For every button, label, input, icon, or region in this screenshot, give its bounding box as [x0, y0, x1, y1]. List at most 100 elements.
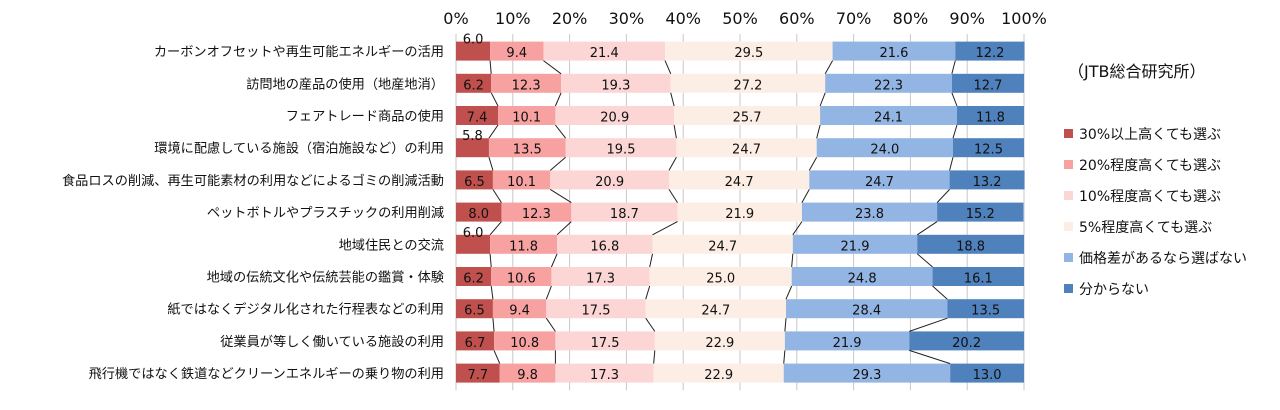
bar-segment [456, 331, 495, 351]
bar-segment [456, 73, 492, 93]
data-label: 27.2 [733, 78, 762, 93]
bar-segment [488, 138, 566, 158]
bar-segment [669, 170, 810, 190]
series-connector-line [545, 285, 552, 300]
data-label: 8.0 [468, 207, 489, 222]
legend-label: 分からない [1079, 281, 1149, 298]
data-label: 20.9 [600, 111, 629, 126]
series-connector-line [819, 92, 826, 107]
series-connector-line [653, 350, 656, 364]
category-label: カーボンオフセットや再生可能エネルギーの活用 [154, 44, 444, 60]
category-label: 飛行機ではなく鉄道などクリーンエネルギーの乗り物の利用 [89, 366, 444, 382]
x-tick-label: 90% [949, 9, 985, 28]
data-label: 13.2 [973, 175, 1002, 190]
data-label: 17.5 [591, 336, 620, 351]
series-connector-line [489, 221, 502, 236]
legend-swatch [1064, 222, 1073, 231]
data-label: 6.0 [463, 33, 484, 48]
series-connector-line [550, 253, 558, 268]
data-label: 24.7 [708, 239, 737, 254]
bar-segment [809, 170, 950, 190]
bar-segment [491, 267, 552, 286]
bar-segment [825, 73, 952, 93]
series-connector-line [909, 349, 951, 365]
data-label: 11.8 [976, 111, 1005, 126]
data-label: 16.1 [964, 272, 993, 287]
data-label: 15.2 [966, 207, 995, 222]
data-label: 9.4 [506, 46, 527, 61]
data-label: 19.5 [607, 143, 636, 158]
series-connector-line [488, 124, 499, 139]
data-label: 6.5 [464, 304, 485, 319]
data-label: 6.7 [465, 336, 486, 351]
bar-segment [951, 73, 1024, 93]
data-label: 22.9 [704, 368, 733, 383]
bar-segment [492, 170, 551, 190]
category-label: 食品ロスの削減、再生可能素材の利用などによるゴミの削減活動 [62, 172, 444, 189]
legend-item: 分からない [1064, 273, 1247, 304]
category-label: 地域住民との交流 [339, 236, 444, 253]
series-connector-line [784, 318, 787, 332]
x-tick-label: 60% [779, 9, 815, 28]
bar-segment [456, 299, 493, 319]
data-label: 11.8 [509, 239, 538, 254]
data-label: 21.9 [725, 207, 754, 222]
series-connector-line [792, 221, 803, 236]
bar-segment [786, 299, 948, 319]
data-label: 24.7 [725, 175, 754, 190]
data-label: 12.5 [974, 143, 1003, 158]
category-label: 紙ではなくデジタル化された行程表などの利用 [167, 301, 444, 318]
series-connector-line [916, 221, 938, 236]
bar-segment [456, 41, 491, 61]
x-tick-label: 30% [609, 9, 645, 28]
series-connector-line [668, 156, 677, 171]
category-label: フェアトレード商品の使用 [286, 108, 444, 125]
bar-segment [491, 73, 562, 93]
source-note: （JTB総合研究所） [1068, 62, 1206, 81]
series-connector-line [951, 92, 958, 107]
legend-swatch [1064, 253, 1073, 262]
category-label: 訪問地の産品の使用（地産地消） [246, 75, 444, 92]
series-connector-line [783, 350, 786, 364]
data-label: 10.8 [510, 336, 539, 351]
bar-segment [820, 106, 957, 125]
bar-segment [498, 106, 556, 125]
bar-segment [555, 363, 654, 383]
series-connector-line [489, 60, 492, 74]
series-connector-line [645, 317, 656, 332]
x-tick-label: 70% [836, 9, 872, 28]
bar-segment [674, 106, 821, 125]
data-label: 18.7 [610, 207, 639, 222]
legend-item: 20%程度高くても選ぶ [1064, 149, 1247, 180]
series-connector-line [673, 124, 677, 139]
data-label: 24.1 [874, 111, 903, 126]
bar-segment [561, 73, 671, 93]
series-connector-line [556, 221, 572, 236]
series-connector-line [489, 253, 492, 268]
data-label: 5.8 [462, 129, 483, 144]
data-label: 17.3 [586, 272, 615, 287]
bar-segment [546, 299, 646, 319]
data-label: 6.0 [463, 226, 484, 241]
bar-segment [909, 331, 1024, 351]
bar-segment [676, 138, 817, 158]
bar-segment [653, 363, 784, 383]
data-label: 17.3 [590, 368, 619, 383]
x-tick-label: 40% [665, 9, 701, 28]
data-label: 12.3 [512, 78, 541, 93]
data-label: 9.4 [509, 304, 530, 319]
series-connector-line [554, 92, 562, 107]
x-tick-label: 50% [722, 9, 758, 28]
data-label: 13.5 [513, 143, 542, 158]
bar-segment [654, 331, 785, 351]
data-label: 7.4 [467, 111, 488, 126]
bar-segment [555, 106, 675, 125]
x-tick-label: 20% [552, 9, 588, 28]
bar-segment [801, 202, 938, 222]
series-connector-line [555, 124, 567, 139]
legend-swatch [1064, 191, 1073, 200]
data-label: 6.2 [463, 78, 484, 93]
data-label: 13.5 [971, 304, 1000, 319]
